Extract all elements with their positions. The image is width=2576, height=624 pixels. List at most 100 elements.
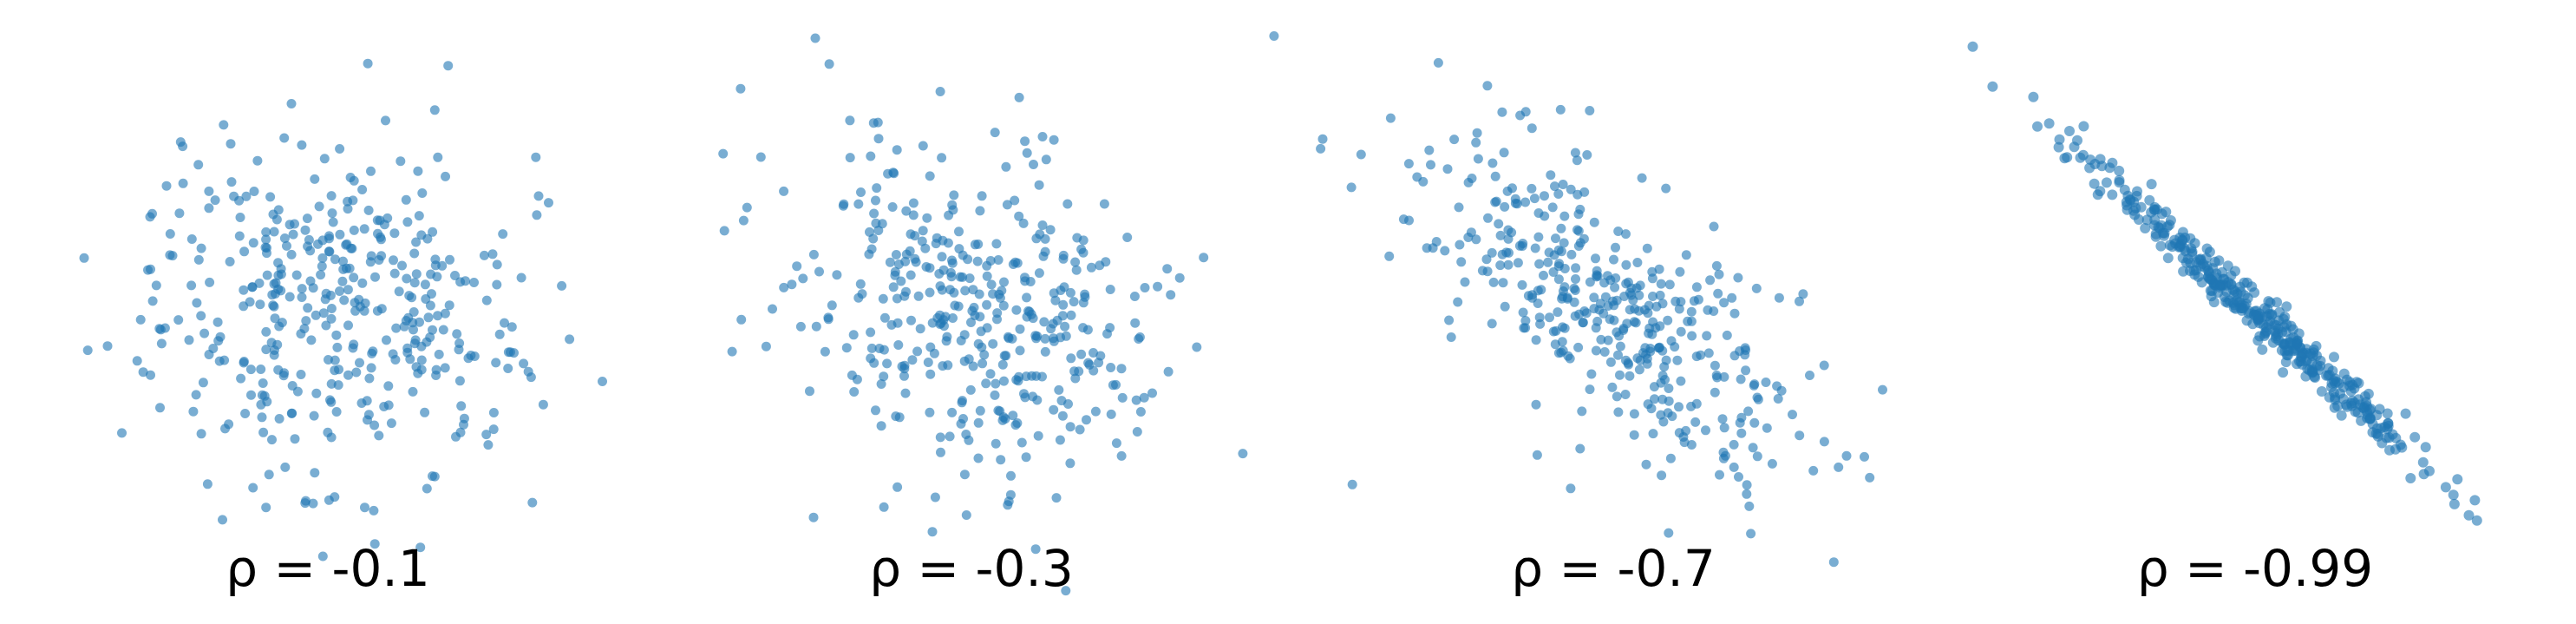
scatter-point <box>433 311 443 321</box>
scatter-point <box>849 387 860 397</box>
scatter-point <box>1649 382 1659 392</box>
scatter-point <box>925 287 935 298</box>
scatter-point <box>2151 204 2162 215</box>
scatter-point <box>161 181 172 191</box>
panel-label-4: ρ = -0.99 <box>2137 539 2373 598</box>
scatter-point <box>1099 199 1109 209</box>
scatter-points-4 <box>1967 41 2482 526</box>
scatter-point <box>479 250 489 260</box>
scatter-point <box>736 314 747 325</box>
scatter-point <box>879 371 889 382</box>
scatter-point <box>234 231 245 241</box>
scatter-point <box>1014 92 1024 102</box>
scatter-point <box>866 343 877 353</box>
scatter-point <box>2140 223 2151 233</box>
scatter-point <box>990 390 1000 400</box>
scatter-point <box>324 246 335 257</box>
scatter-point <box>402 217 413 227</box>
scatter-point <box>917 236 927 246</box>
scatter-point <box>2092 189 2103 200</box>
scatter-point <box>1477 266 1487 276</box>
scatter-point <box>1579 187 1590 197</box>
scatter-point <box>2384 444 2395 456</box>
scatter-point <box>1621 259 1631 270</box>
scatter-point <box>1052 315 1062 325</box>
scatter-point <box>1531 399 1541 410</box>
scatter-point <box>1527 183 1537 194</box>
scatter-point <box>1010 257 1021 267</box>
scatter-point <box>1860 451 1869 462</box>
scatter-point <box>351 367 362 378</box>
scatter-point <box>2440 482 2451 493</box>
scatter-point <box>245 365 256 375</box>
scatter-point <box>2396 442 2408 453</box>
scatter-point <box>900 256 911 266</box>
scatter-point <box>1642 358 1652 369</box>
scatter-point <box>1722 330 1732 340</box>
scatter-point <box>204 186 214 196</box>
scatter-point <box>1460 277 1470 287</box>
scatter-point <box>79 253 89 263</box>
scatter-point <box>755 152 766 162</box>
scatter-point <box>1585 106 1595 115</box>
scatter-point <box>1078 247 1089 258</box>
scatter-point <box>1655 321 1665 332</box>
scatter-point <box>1534 312 1545 323</box>
scatter-point <box>1471 234 1481 245</box>
scatter-point <box>257 412 267 423</box>
scatter-point <box>1072 233 1082 243</box>
scatter-point <box>876 421 886 431</box>
scatter-point <box>1316 143 1326 154</box>
scatter-point <box>2089 178 2100 189</box>
scatter-point <box>1573 342 1584 352</box>
scatter-point <box>1672 355 1683 365</box>
scatter-point <box>1066 310 1076 320</box>
scatter-point <box>1027 371 1037 381</box>
scatter-point <box>1442 164 1453 174</box>
scatter-point <box>1037 220 1048 230</box>
scatter-point <box>1749 380 1759 391</box>
scatter-point <box>291 270 302 280</box>
scatter-point <box>360 502 369 513</box>
scatter-point <box>1585 277 1595 287</box>
scatter-point <box>306 335 317 345</box>
scatter-point <box>997 286 1007 296</box>
scatter-point <box>1424 145 1435 155</box>
scatter-point <box>1592 316 1603 326</box>
scatter-point <box>410 335 421 345</box>
scatter-point <box>2208 297 2220 308</box>
scatter-point <box>394 286 404 297</box>
scatter-point <box>2330 394 2341 405</box>
scatter-point <box>1751 283 1762 293</box>
scatter-point <box>985 369 996 379</box>
scatter-point <box>381 115 390 126</box>
scatter-point <box>215 332 226 342</box>
scatter-point <box>845 115 855 126</box>
scatter-point <box>2032 121 2043 132</box>
scatter-point <box>1132 427 1142 437</box>
scatter-point <box>1650 394 1659 404</box>
scatter-point <box>332 342 343 352</box>
scatter-point <box>1533 232 1544 242</box>
scatter-point <box>422 233 433 244</box>
scatter-point <box>415 542 426 553</box>
scatter-point <box>2043 118 2055 129</box>
scatter-point <box>1454 202 1464 213</box>
scatter-point <box>1596 334 1606 345</box>
scatter-point <box>1719 371 1729 382</box>
scatter-point <box>1021 452 1031 463</box>
scatter-point <box>1002 200 1012 210</box>
scatter-point <box>319 154 330 164</box>
scatter-point <box>946 272 957 282</box>
scatter-point <box>1609 254 1618 265</box>
scatter-point <box>2336 410 2347 421</box>
scatter-point <box>376 304 387 314</box>
scatter-point <box>1713 288 1723 299</box>
scatter-point <box>1456 257 1467 267</box>
scatter-point <box>871 405 880 416</box>
scatter-point <box>1063 399 1073 409</box>
scatter-point <box>1557 293 1567 304</box>
scatter-point <box>795 321 806 332</box>
scatter-point <box>317 551 328 562</box>
scatter-point <box>147 208 157 219</box>
